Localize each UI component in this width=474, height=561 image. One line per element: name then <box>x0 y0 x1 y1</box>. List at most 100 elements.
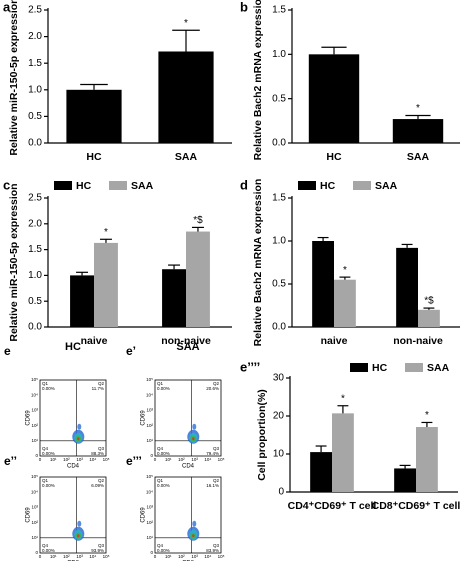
panel-label: d <box>240 177 248 192</box>
bar <box>162 269 186 327</box>
y-tick-label: 0.0 <box>28 322 42 333</box>
bar <box>334 279 356 327</box>
quadrant-name: Q3 <box>213 446 220 451</box>
bar <box>158 51 214 143</box>
y-tick-label: 0.5 <box>28 296 42 307</box>
y-tick-label: 10¹ <box>146 438 153 443</box>
x-tick-label: SAA <box>407 151 430 163</box>
significance-mark: *$ <box>424 296 434 307</box>
y-tick-label: 10⁵ <box>31 377 38 382</box>
quadrant-value: 83.9% <box>206 548 219 553</box>
cell-cluster <box>77 437 80 441</box>
panel-label: b <box>240 0 248 14</box>
legend-swatch <box>54 181 72 190</box>
panel-label: e’’ <box>4 454 17 468</box>
y-tick-label: 10² <box>146 423 153 428</box>
legend-swatch <box>405 363 423 372</box>
x-tick-label: 10³ <box>191 457 198 462</box>
x-tick-label: naive <box>81 335 108 347</box>
cell-cluster <box>77 534 80 538</box>
y-tick-label: 10³ <box>146 408 153 413</box>
error-bar <box>315 445 327 453</box>
y-tick-label: 0.5 <box>272 279 286 290</box>
significance-mark: * <box>104 227 108 238</box>
error-bar <box>405 114 431 120</box>
significance-mark: * <box>184 18 188 29</box>
legend-label: HC <box>320 180 336 192</box>
y-axis-label: CD69 <box>26 410 32 426</box>
plot-frame <box>154 379 222 457</box>
x-tick-label: 0 <box>154 457 157 462</box>
x-tick-label: 10² <box>63 554 70 559</box>
x-tick-label: 10² <box>63 457 70 462</box>
y-tick-label: 10¹ <box>146 535 153 540</box>
x-tick-label: 0 <box>39 457 42 462</box>
quadrant-name: Q3 <box>98 543 105 548</box>
y-axis-label: Relative Bach2 mRNA expression <box>252 179 264 347</box>
legend-swatch <box>298 181 316 190</box>
quadrant-value: 79.4% <box>206 451 219 456</box>
y-axis-label: CD69 <box>26 507 32 523</box>
significance-mark: * <box>341 393 345 404</box>
y-tick-label: 10⁵ <box>31 474 38 479</box>
quadrant-value: 20.6% <box>206 386 219 391</box>
error-bar <box>423 307 435 310</box>
y-axis-label: Relative miR-150-5p expression <box>8 183 20 341</box>
error-bar <box>401 243 413 248</box>
y-tick-label: 1.5 <box>28 244 42 255</box>
quadrant-value: 0.00% <box>42 548 55 553</box>
y-tick-label: 0.5 <box>272 93 286 104</box>
panel-label: e <box>4 344 11 358</box>
bar <box>94 242 118 327</box>
y-tick-label: 20 <box>273 411 285 422</box>
x-tick-label: 10⁵ <box>218 554 225 559</box>
error-bar <box>337 405 349 414</box>
bar <box>416 427 438 492</box>
significance-mark: * <box>425 410 429 421</box>
y-tick-label: 10⁴ <box>146 489 153 494</box>
legend-label: SAA <box>427 362 450 374</box>
x-tick-label: 0 <box>39 554 42 559</box>
cell-cluster <box>77 423 82 430</box>
legend-label: SAA <box>375 180 398 192</box>
x-tick-label: 10³ <box>76 457 83 462</box>
quadrant-value: 93.9% <box>91 548 104 553</box>
quadrant-value: 16.1% <box>206 483 219 488</box>
plot-frame <box>154 476 222 554</box>
x-tick-label: naive <box>321 335 348 347</box>
quadrant-name: Q2 <box>213 478 220 483</box>
cell-cluster <box>77 520 82 527</box>
x-tick-label: non-naive <box>161 335 211 347</box>
x-tick-label: 10³ <box>76 554 83 559</box>
bar <box>312 241 334 327</box>
y-tick-label: 10² <box>31 520 38 525</box>
y-tick-label: 10⁴ <box>31 489 38 494</box>
y-tick-label: 1.0 <box>272 49 286 60</box>
y-axis-label: Cell proportion(%) <box>256 389 268 481</box>
quadrant-name: Q2 <box>213 381 220 386</box>
y-tick-label: 0.5 <box>28 111 42 122</box>
y-tick-label: 0 <box>278 487 284 498</box>
y-tick-label: 10³ <box>146 505 153 510</box>
bar <box>392 119 444 143</box>
x-tick-label: 0 <box>154 554 157 559</box>
y-tick-label: 10⁵ <box>146 474 153 479</box>
bar <box>186 231 210 327</box>
x-tick-label: 10⁴ <box>204 457 211 462</box>
error-bar <box>80 83 108 90</box>
y-tick-label: 10² <box>31 423 38 428</box>
y-tick-label: 0.0 <box>28 138 42 149</box>
bar <box>70 275 94 327</box>
quadrant-value: 0.00% <box>157 483 170 488</box>
x-tick-label: 10¹ <box>50 457 57 462</box>
quadrant-value: 0.00% <box>157 451 170 456</box>
y-tick-label: 10¹ <box>31 535 38 540</box>
plot-frame <box>39 379 107 457</box>
y-tick-label: 2.5 <box>28 5 42 16</box>
x-axis-label: CD4 <box>182 464 195 470</box>
legend-swatch <box>350 363 368 372</box>
x-tick-label: 10² <box>178 554 185 559</box>
error-bar <box>321 46 347 55</box>
cell-cluster <box>192 534 195 538</box>
y-tick-label: 30 <box>273 373 285 384</box>
